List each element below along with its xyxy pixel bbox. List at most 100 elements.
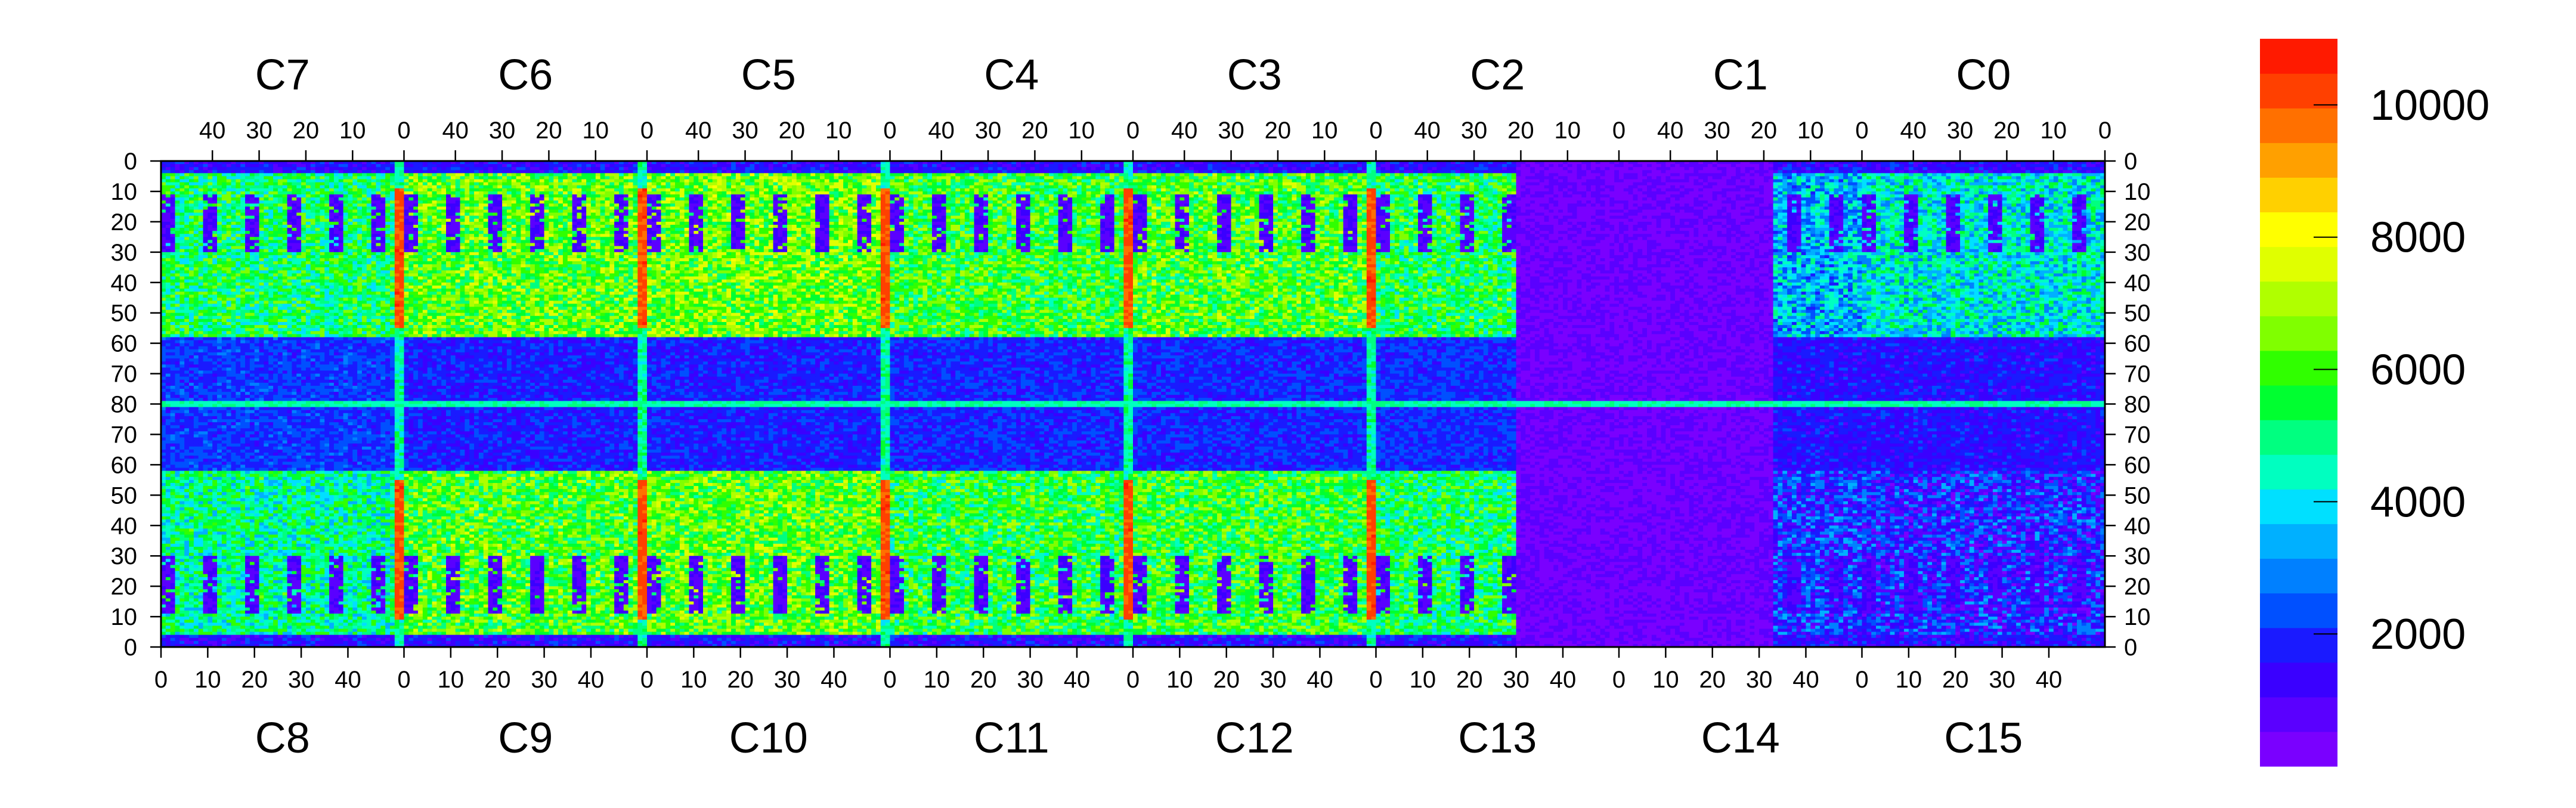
heatmap-cell (212, 544, 217, 547)
heatmap-cell (199, 614, 203, 617)
heatmap-cell (175, 599, 180, 602)
heatmap-cell (179, 328, 184, 332)
heatmap-cell (194, 228, 199, 231)
heatmap-cell (179, 525, 184, 529)
heatmap-cell (189, 522, 194, 526)
heatmap-cell (184, 328, 189, 332)
heatmap-cell (194, 273, 199, 277)
heatmap-cell (179, 325, 184, 329)
heatmap-cell (203, 283, 208, 286)
heatmap-cell (189, 422, 194, 426)
heatmap-cell (194, 602, 199, 605)
heatmap-cell (217, 176, 222, 179)
heatmap-cell (203, 234, 208, 237)
heatmap-cell (184, 343, 189, 347)
heatmap-cell (184, 267, 189, 271)
heatmap-cell (179, 231, 184, 234)
heatmap-cell (189, 599, 194, 602)
heatmap-cell (175, 358, 180, 362)
heatmap-cell (179, 547, 184, 550)
heatmap-cell (199, 200, 203, 204)
heatmap-cell (208, 377, 212, 380)
heatmap-cell (175, 559, 180, 562)
heatmap-cell (166, 538, 171, 541)
heatmap-cell (194, 222, 199, 225)
heatmap-cell (166, 535, 171, 538)
heatmap-cell (175, 465, 180, 468)
heatmap-cell (171, 492, 175, 496)
heatmap-cell (212, 216, 217, 219)
heatmap-cell (171, 480, 175, 484)
heatmap-cell (203, 550, 208, 553)
heatmap-cell (179, 370, 184, 374)
heatmap-cell (171, 228, 175, 231)
heatmap-cell (217, 346, 222, 350)
heatmap-cell (166, 611, 171, 614)
heatmap-cell (189, 258, 194, 262)
heatmap-cell (199, 462, 203, 465)
heatmap-cell (166, 267, 171, 271)
heatmap-cell (175, 504, 180, 508)
heatmap-cell (179, 273, 184, 277)
heatmap-cell (217, 219, 222, 222)
heatmap-cell (208, 383, 212, 386)
heatmap-cell (199, 562, 203, 565)
heatmap-cell (217, 310, 222, 314)
heatmap-cell (166, 565, 171, 568)
heatmap-cell (199, 404, 203, 408)
heatmap-cell (208, 392, 212, 395)
heatmap-cell (217, 413, 222, 417)
heatmap-cell (179, 459, 184, 462)
heatmap-cell (194, 626, 199, 629)
heatmap-cell (212, 571, 217, 575)
heatmap-cell (175, 210, 180, 213)
heatmap-cell (208, 453, 212, 456)
heatmap-cell (175, 489, 180, 493)
heatmap-cell (166, 425, 171, 429)
heatmap-cell (199, 380, 203, 383)
heatmap-cell (184, 589, 189, 593)
heatmap-cell (179, 206, 184, 210)
heatmap-cell (199, 602, 203, 605)
heatmap-cell (217, 292, 222, 295)
heatmap-cell (171, 580, 175, 584)
heatmap-cell (175, 255, 180, 259)
heatmap-cell (179, 383, 184, 386)
heatmap-cell (208, 602, 212, 605)
heatmap-cell (171, 474, 175, 478)
heatmap-cell (184, 307, 189, 311)
heatmap-cell (194, 289, 199, 292)
heatmap-cell (179, 444, 184, 447)
heatmap-cell (171, 295, 175, 298)
heatmap-cell (175, 197, 180, 201)
heatmap-cell (203, 501, 208, 505)
heatmap-cell (166, 562, 171, 565)
heatmap-cell (208, 374, 212, 377)
heatmap-cell (189, 623, 194, 626)
heatmap-cell (203, 352, 208, 356)
heatmap-cell (194, 334, 199, 338)
heatmap-cell (166, 237, 171, 240)
heatmap-cell (166, 173, 171, 177)
heatmap-cell (199, 216, 203, 219)
heatmap-cell (171, 246, 175, 250)
heatmap-cell (166, 316, 171, 320)
heatmap-cell (212, 270, 217, 274)
heatmap-cell (179, 513, 184, 517)
heatmap-cell (217, 206, 222, 210)
heatmap-cell (208, 450, 212, 453)
heatmap-cell (199, 541, 203, 544)
heatmap-cell (208, 632, 212, 636)
heatmap-cell (171, 468, 175, 471)
heatmap-cell (199, 188, 203, 192)
heatmap-cell (166, 283, 171, 286)
heatmap-cell (171, 422, 175, 426)
heatmap-cell (217, 270, 222, 274)
heatmap-cell (199, 410, 203, 414)
heatmap-cell (184, 322, 189, 326)
heatmap-cell (194, 474, 199, 478)
heatmap-cell (179, 304, 184, 307)
heatmap-cell (208, 295, 212, 298)
heatmap-cell (208, 370, 212, 374)
heatmap-cell (212, 316, 217, 320)
